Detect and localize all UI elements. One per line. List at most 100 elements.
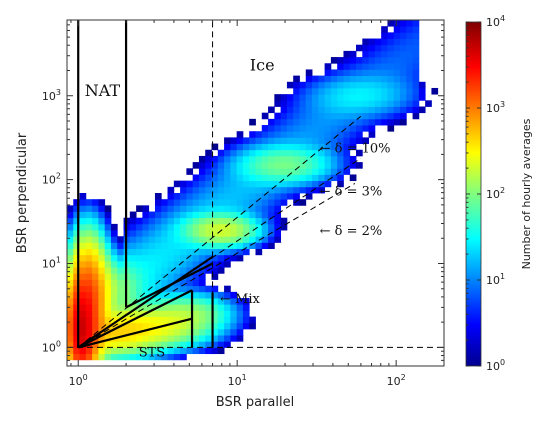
heatmap-bin — [318, 106, 326, 114]
heatmap-bin — [173, 347, 181, 355]
heatmap-bin — [154, 193, 162, 200]
heatmap-bin — [67, 347, 74, 355]
heatmap-bin — [418, 81, 426, 89]
heatmap-bin — [205, 205, 212, 212]
heatmap-bin — [330, 162, 338, 169]
heatmap-bin — [217, 155, 225, 163]
heatmap-bin — [186, 211, 194, 219]
heatmap-bin — [161, 304, 168, 311]
heatmap-bin — [123, 335, 131, 342]
heatmap-bin — [362, 69, 369, 77]
heatmap-bin — [268, 137, 275, 144]
heatmap-bin — [242, 162, 250, 169]
heatmap-bin — [242, 316, 250, 324]
heatmap-bin — [85, 328, 93, 336]
heatmap-bin — [117, 267, 124, 274]
heatmap-bin — [387, 100, 395, 107]
heatmap-bin — [343, 168, 351, 175]
heatmap-bin — [274, 211, 282, 219]
heatmap-bin — [110, 236, 118, 243]
heatmap-bin — [261, 217, 269, 225]
heatmap-bin — [305, 112, 313, 120]
heatmap-bin — [167, 316, 175, 324]
heatmap-bin — [180, 230, 187, 237]
heatmap-bin — [186, 347, 194, 355]
line-sts-upper — [77, 289, 193, 349]
heatmap-bin — [268, 180, 275, 188]
heatmap-bin — [211, 205, 219, 212]
heatmap-bin — [148, 273, 156, 280]
heatmap-bin — [362, 137, 369, 144]
heatmap-bin — [242, 242, 250, 250]
heatmap-bin — [274, 193, 282, 200]
heatmap-bin — [180, 279, 187, 287]
heatmap-bin — [136, 267, 143, 274]
heatmap-bin — [142, 223, 150, 231]
heatmap-bin — [337, 63, 344, 70]
heatmap-bin — [173, 291, 181, 299]
heatmap-bin — [198, 291, 206, 299]
y-tick-label: 102 — [42, 172, 61, 187]
heatmap-bin — [268, 168, 275, 175]
heatmap-bin — [293, 106, 300, 114]
heatmap-bin — [211, 335, 219, 342]
heatmap-bin — [180, 211, 187, 219]
heatmap-bin — [104, 316, 112, 324]
heatmap-bin — [280, 199, 288, 206]
heatmap-bin — [205, 310, 212, 317]
heatmap-bin — [211, 168, 219, 175]
heatmap-bin — [154, 242, 162, 250]
heatmap-bin — [268, 174, 275, 182]
heatmap-bin — [274, 223, 282, 231]
heatmap-bin — [343, 162, 351, 169]
heatmap-bin — [286, 143, 294, 151]
heatmap-bin — [224, 137, 231, 144]
heatmap-bin — [67, 260, 74, 268]
heatmap-bin — [167, 347, 175, 355]
heatmap-bin — [198, 285, 206, 293]
heatmap-bin — [268, 125, 275, 132]
heatmap-bin — [104, 304, 112, 311]
heatmap-bin — [79, 242, 87, 250]
heatmap-bin — [280, 131, 288, 138]
heatmap-bin — [255, 199, 263, 206]
heatmap-bin — [192, 267, 200, 274]
heatmap-bin — [255, 223, 263, 231]
heatmap-bin — [274, 180, 282, 188]
heatmap-bin — [173, 180, 181, 188]
heatmap-bin — [312, 81, 319, 89]
heatmap-bin — [167, 279, 175, 287]
heatmap-bin — [142, 254, 150, 262]
heatmap-bin — [318, 155, 326, 163]
heatmap-bin — [129, 260, 137, 268]
heatmap-bin — [261, 236, 269, 243]
heatmap-bin — [73, 267, 80, 274]
heatmap-bin — [129, 353, 137, 361]
heatmap-bin — [148, 316, 156, 324]
heatmap-bin — [337, 106, 344, 114]
heatmap-bin — [224, 310, 231, 317]
heatmap-bin — [330, 106, 338, 114]
heatmap-bin — [110, 298, 118, 305]
heatmap-bin — [330, 81, 338, 89]
heatmap-bin — [324, 174, 332, 182]
heatmap-bin — [330, 149, 338, 157]
heatmap-bin — [324, 69, 332, 77]
heatmap-bin — [73, 217, 80, 225]
heatmap-bin — [104, 335, 112, 342]
heatmap-bin — [198, 248, 206, 256]
heatmap-bin — [362, 118, 369, 126]
heatmap-bin — [343, 112, 351, 120]
heatmap-bin — [293, 137, 300, 144]
heatmap-bin — [356, 94, 363, 101]
heatmap-bin — [117, 273, 124, 280]
annotation-sts: STS — [139, 345, 165, 360]
heatmap-bin — [154, 248, 162, 256]
heatmap-bin — [274, 94, 282, 101]
heatmap-bin — [92, 248, 99, 256]
heatmap-bin — [249, 186, 256, 194]
heatmap-bin — [224, 155, 231, 163]
heatmap-bin — [312, 155, 319, 163]
heatmap-bin — [186, 180, 194, 188]
heatmap-bin — [85, 316, 93, 324]
